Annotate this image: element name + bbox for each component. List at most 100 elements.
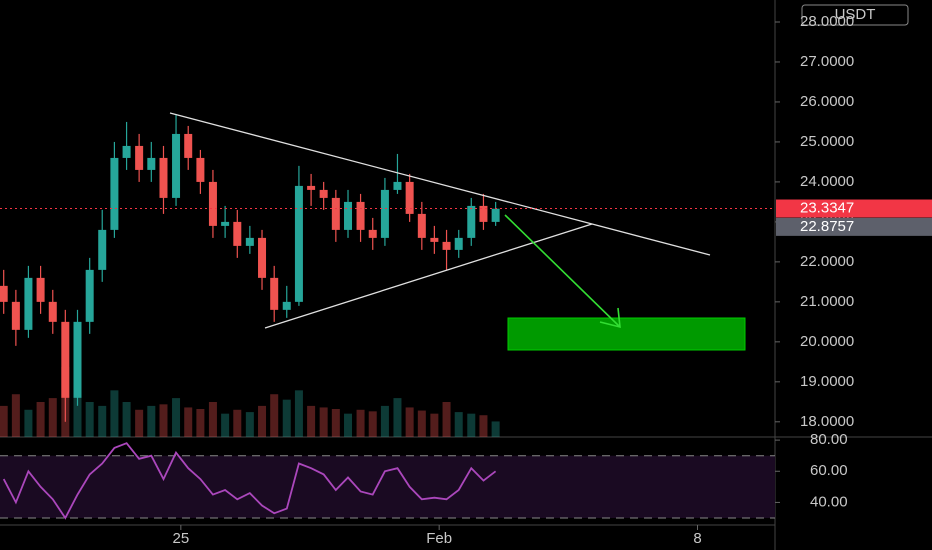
- volume-bar: [147, 405, 156, 437]
- y-tick-label: 21.0000: [800, 293, 854, 310]
- candle-body: [430, 237, 439, 242]
- candle-body: [0, 285, 8, 302]
- volume-bar: [405, 407, 414, 437]
- candle-body: [11, 301, 20, 330]
- candle-body: [245, 237, 254, 246]
- candle-body: [196, 157, 205, 182]
- x-tick-label: Feb: [426, 530, 452, 547]
- candle-body: [258, 237, 267, 278]
- y-tick-label: 40.00: [810, 493, 848, 510]
- candle-body: [282, 301, 291, 310]
- price-label-box: [776, 199, 932, 218]
- candle-body: [233, 221, 242, 246]
- y-tick-label: 18.0000: [800, 413, 854, 430]
- volume-bar: [467, 413, 476, 437]
- volume-bar: [319, 407, 328, 437]
- currency-box: [801, 4, 909, 26]
- volume-bar: [85, 402, 94, 437]
- candle-body: [380, 189, 389, 238]
- volume-bar: [110, 390, 119, 437]
- candle-body: [221, 221, 230, 226]
- candle-body: [122, 145, 131, 158]
- volume-bar: [454, 412, 463, 437]
- candle-body: [110, 157, 119, 230]
- volume-bar: [430, 413, 439, 437]
- candle-body: [319, 189, 328, 198]
- price-label-box: [776, 217, 932, 236]
- volume-bar: [393, 398, 402, 437]
- volume-bar: [417, 410, 426, 437]
- volume-bar: [196, 409, 205, 437]
- arrow-head: [599, 307, 621, 329]
- candle-body: [393, 181, 402, 190]
- rsi-band: [0, 455, 775, 518]
- candle-body: [85, 269, 94, 322]
- trend-line: [264, 223, 593, 329]
- volume-bar: [172, 398, 181, 437]
- candle-body: [135, 145, 144, 170]
- volume-bar: [36, 402, 45, 437]
- volume-bar: [307, 405, 316, 437]
- volume-bar: [368, 411, 377, 437]
- x-tick-label: 25: [172, 530, 189, 547]
- volume-bar: [221, 413, 230, 437]
- y-tick-label: 27.0000: [800, 53, 854, 70]
- candle-body: [454, 237, 463, 250]
- x-tick-label: 8: [693, 530, 701, 547]
- candle-body: [294, 185, 303, 302]
- volume-bar: [0, 405, 8, 437]
- volume-bar: [245, 412, 254, 437]
- price-label: 22.8757: [800, 218, 854, 235]
- volume-bar: [258, 405, 267, 437]
- candle-body: [405, 181, 414, 214]
- volume-bar: [294, 390, 303, 437]
- candle-body: [172, 133, 181, 198]
- candle-body: [184, 133, 193, 158]
- y-tick-label: 60.00: [810, 462, 848, 479]
- candle-body: [147, 157, 156, 170]
- volume-bar: [491, 421, 500, 437]
- candle-body: [48, 301, 57, 322]
- volume-bar: [442, 402, 451, 437]
- candle-body: [344, 201, 353, 230]
- candle-body: [61, 321, 70, 398]
- volume-bar: [122, 402, 131, 437]
- currency: USDT: [835, 6, 876, 23]
- volume-bar: [184, 407, 193, 437]
- volume-bar: [159, 404, 168, 437]
- volume-bar: [331, 409, 340, 437]
- volume-bar: [380, 405, 389, 437]
- y-tick-label: 24.0000: [800, 173, 854, 190]
- trend-line: [169, 112, 711, 256]
- volume-bar: [11, 394, 20, 437]
- volume-bar: [208, 402, 217, 437]
- volume-bar: [270, 394, 279, 437]
- candle-body: [368, 229, 377, 238]
- y-tick-label: 20.0000: [800, 333, 854, 350]
- volume-bar: [24, 409, 33, 437]
- volume-bar: [48, 398, 57, 437]
- volume-bar: [479, 415, 488, 437]
- candle-body: [307, 185, 316, 190]
- candle-body: [159, 157, 168, 198]
- candle-body: [73, 321, 82, 398]
- candle-body: [98, 229, 107, 270]
- rsi-line: [2, 442, 497, 520]
- y-tick-label: 28.0000: [800, 13, 854, 30]
- candle-body: [467, 205, 476, 238]
- candle-body: [24, 277, 33, 330]
- y-tick-label: 80.00: [810, 431, 848, 448]
- candle-body: [479, 205, 488, 222]
- volume-bar: [135, 409, 144, 437]
- y-tick-label: 26.0000: [800, 93, 854, 110]
- candle-body: [36, 277, 45, 302]
- y-tick-label: 22.0000: [800, 253, 854, 270]
- candle-body: [270, 277, 279, 310]
- candle-body: [331, 197, 340, 230]
- volume-bar: [282, 399, 291, 437]
- arrow: [504, 214, 621, 328]
- volume-bar: [233, 409, 242, 437]
- volume-bar: [98, 405, 107, 437]
